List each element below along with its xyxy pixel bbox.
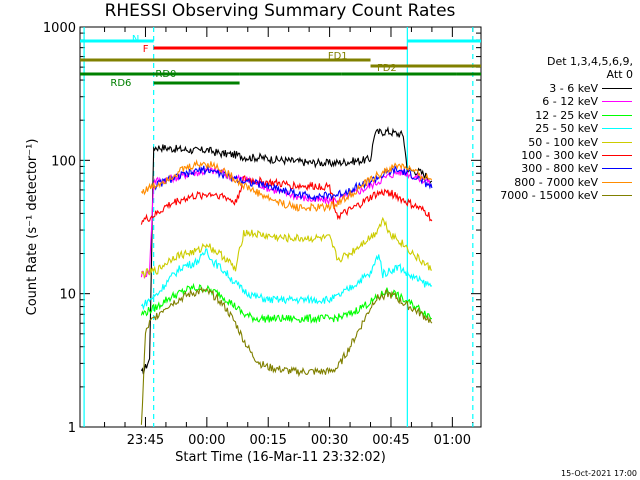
x-tick-label: 00:45 xyxy=(372,433,409,448)
legend-item: 6 - 12 keV xyxy=(462,95,632,108)
legend-swatch xyxy=(602,101,632,103)
flag-label-f: F xyxy=(143,44,149,55)
y-axis-label: Count Rate (s⁻¹ detector⁻¹) xyxy=(25,139,40,316)
legend-label: 7000 - 15000 keV xyxy=(500,189,598,203)
series-line xyxy=(140,216,433,279)
x-tick-label: 01:00 xyxy=(434,433,471,448)
legend: 3 - 6 keV 6 - 12 keV 12 - 25 keV 25 - 50 ke… xyxy=(462,82,632,203)
flag-label-rd0: RD0 xyxy=(155,69,176,80)
legend-item: 3 - 6 keV xyxy=(462,82,632,95)
y-tick-label: 100 xyxy=(51,154,76,169)
y-tick-label: 10 xyxy=(59,288,76,303)
legend-swatch xyxy=(602,114,632,116)
legend-swatch xyxy=(602,168,632,170)
legend-item: 100 - 300 keV xyxy=(462,149,632,162)
x-tick-label: 00:30 xyxy=(311,433,348,448)
series-line xyxy=(140,126,433,375)
flag-label-rd6: RD6 xyxy=(110,78,131,89)
legend-swatch xyxy=(602,154,632,156)
legend-header: Det 1,3,4,5,6,9, Att 0 xyxy=(546,55,633,81)
flag-label-n: N xyxy=(132,34,139,45)
x-tick-label: 23:45 xyxy=(127,433,164,448)
legend-swatch xyxy=(602,195,632,197)
series-line xyxy=(140,282,432,324)
legend-item: 300 - 800 keV xyxy=(462,162,632,175)
legend-item: 800 - 7000 keV xyxy=(462,176,632,189)
legend-item: 25 - 50 keV xyxy=(462,122,632,135)
chart-title: RHESSI Observing Summary Count Rates xyxy=(104,1,456,21)
plot-frame xyxy=(79,26,482,428)
legend-label: 50 - 100 keV xyxy=(528,135,598,149)
legend-label: 800 - 7000 keV xyxy=(514,175,598,189)
series-line xyxy=(140,248,433,311)
legend-label: 6 - 12 keV xyxy=(542,95,598,109)
x-axis-label: Start Time (16-Mar-11 23:32:02) xyxy=(175,450,386,465)
legend-swatch xyxy=(602,88,632,89)
legend-label: 25 - 50 keV xyxy=(535,122,598,136)
series-line xyxy=(140,286,433,425)
x-tick-label: 00:00 xyxy=(188,433,225,448)
legend-item: 50 - 100 keV xyxy=(462,136,632,149)
legend-item: 12 - 25 keV xyxy=(462,109,632,122)
legend-swatch xyxy=(602,128,632,130)
flag-label-fd1: FD1 xyxy=(328,51,348,62)
series-line xyxy=(140,175,433,225)
y-tick-label: 1000 xyxy=(43,21,76,36)
legend-label: 300 - 800 keV xyxy=(521,162,598,176)
y-tick-label: 1 xyxy=(68,421,76,436)
x-tick-label: 00:15 xyxy=(249,433,286,448)
timestamp-footer: 15-Oct-2021 17:00 xyxy=(561,469,637,478)
series-line xyxy=(140,159,433,213)
series-line xyxy=(140,165,433,279)
legend-label: 3 - 6 keV xyxy=(549,82,598,95)
legend-label: 12 - 25 keV xyxy=(535,108,598,122)
legend-swatch xyxy=(602,181,632,183)
legend-label: 100 - 300 keV xyxy=(521,148,598,162)
flag-label-fd2: FD2 xyxy=(377,63,397,74)
legend-item: 7000 - 15000 keV xyxy=(462,189,632,202)
legend-swatch xyxy=(602,141,632,143)
